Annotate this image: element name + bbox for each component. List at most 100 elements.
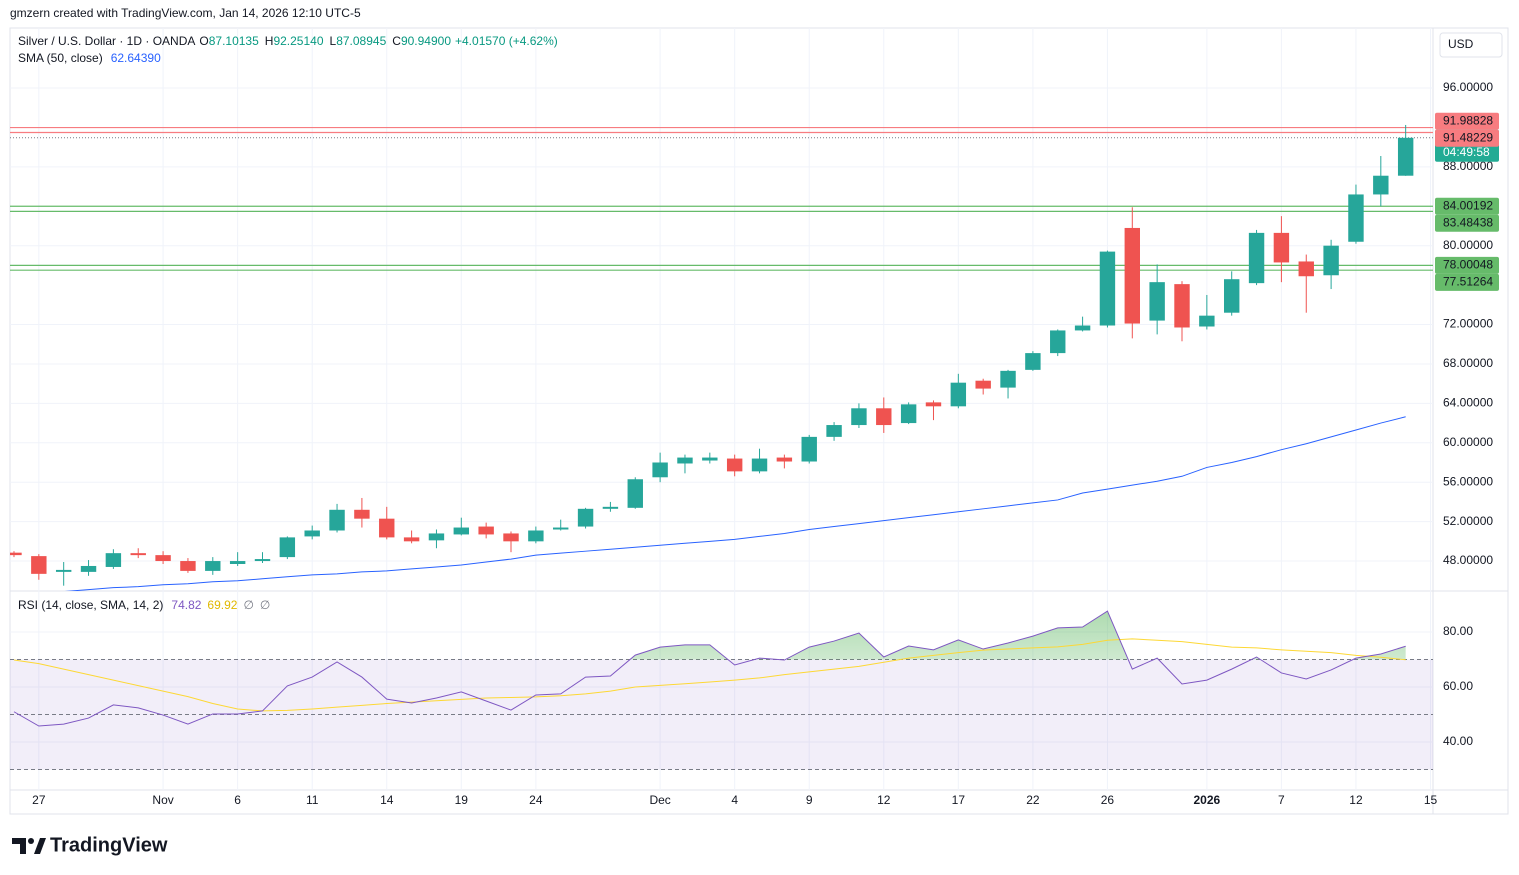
- symbol: Silver / U.S. Dollar · 1D · OANDA: [18, 34, 195, 48]
- x-tick-label: 19: [455, 793, 469, 807]
- x-tick-label: Dec: [649, 793, 670, 807]
- rsi-pane: [10, 610, 1433, 771]
- candle-body: [950, 382, 967, 407]
- candle-body: [751, 458, 768, 472]
- h-letter: H: [265, 34, 274, 48]
- logo: TradingView: [12, 834, 168, 856]
- y-tick-label: 72.00000: [1443, 317, 1493, 331]
- x-tick-label: 27: [32, 793, 46, 807]
- candle-body: [553, 527, 569, 530]
- o-letter: O: [199, 34, 208, 48]
- candle-body: [379, 518, 395, 538]
- candle-body: [702, 457, 718, 461]
- sma-value: 62.64390: [111, 51, 161, 65]
- rsi-line: [13, 610, 1406, 727]
- x-tick-label: 17: [952, 793, 966, 807]
- price-line-box: [1435, 214, 1499, 232]
- logo-mark: [28, 838, 34, 844]
- x-tick-label: 12: [1349, 793, 1363, 807]
- x-tick-label: 26: [1101, 793, 1115, 807]
- price-pane: [10, 124, 1433, 591]
- price-line-box: [1435, 273, 1499, 291]
- candle-body: [254, 559, 271, 562]
- rsi-tick-label: 80.00: [1443, 624, 1473, 638]
- candle-body: [279, 537, 296, 558]
- candle-body: [453, 527, 470, 535]
- price-line-box: [1435, 197, 1499, 215]
- candle-body: [900, 404, 917, 424]
- candle-body: [1099, 251, 1116, 326]
- candle-body: [1174, 284, 1190, 328]
- candle-body: [726, 458, 743, 472]
- candle-body: [428, 533, 445, 541]
- brand: TradingView: [50, 834, 168, 856]
- candle-body: [1050, 330, 1066, 354]
- y-tick-label: 68.00000: [1443, 356, 1493, 370]
- frame: [9, 27, 1509, 815]
- rsi-value: 74.82: [171, 598, 201, 612]
- candle-body: [1000, 370, 1016, 388]
- candle-body: [1323, 245, 1339, 276]
- currency-button[interactable]: [1439, 32, 1503, 58]
- y-tick-label: 80.00000: [1443, 238, 1493, 252]
- h-value: 92.25140: [273, 34, 323, 48]
- rsi-extra: ∅: [260, 598, 270, 612]
- currency[interactable]: USD: [1448, 37, 1474, 51]
- candle-body: [826, 425, 842, 437]
- rsi-tick-label: 60.00: [1443, 679, 1473, 693]
- price-line-label: 91.48229: [1443, 130, 1493, 144]
- candle-body: [925, 402, 942, 407]
- candle-body: [851, 408, 867, 426]
- candle-body: [1348, 194, 1364, 242]
- candle-body: [403, 537, 420, 542]
- candle-body: [354, 509, 370, 519]
- rsi-ma-line: [13, 638, 1406, 712]
- y-tick-label: 64.00000: [1443, 396, 1493, 410]
- candle-body: [1397, 137, 1414, 176]
- candle-body: [31, 556, 47, 574]
- c-value: 90.94900: [401, 34, 451, 48]
- candle-body: [1248, 232, 1265, 284]
- candle-body: [577, 508, 594, 527]
- rsi-overbought-fill: [630, 611, 1406, 660]
- price-line-label: 84.00192: [1443, 198, 1493, 212]
- x-tick-label: Nov: [152, 793, 173, 807]
- rsi-tick-label: 40.00: [1443, 734, 1473, 748]
- candle-body: [1373, 175, 1389, 195]
- candle-body: [677, 457, 693, 464]
- price-line-box: [1435, 129, 1499, 147]
- candle-body: [1124, 227, 1141, 324]
- x-tick-label: 7: [1278, 793, 1285, 807]
- candle-body: [1298, 261, 1314, 277]
- candle-body: [528, 530, 544, 542]
- candle-body: [105, 553, 122, 567]
- candle-body: [1199, 315, 1215, 327]
- candle-body: [1025, 353, 1041, 370]
- candle-body: [55, 569, 72, 572]
- x-tick-label: 24: [529, 793, 543, 807]
- y-tick-label: 56.00000: [1443, 474, 1493, 488]
- y-tick-label: 88.00000: [1443, 159, 1493, 173]
- axes: 27 Nov 6 11 14 19 24 Dec 4 9 12 17 22 26 2026 7 12 15 96.0…: [32, 80, 1499, 807]
- price-line-label: 83.48438: [1443, 215, 1493, 229]
- x-tick-label: 4: [731, 793, 738, 807]
- x-tick-label: 11: [306, 793, 319, 807]
- candle-body: [180, 561, 196, 571]
- y-tick-label: 96.00000: [1443, 80, 1493, 94]
- legend-rsi: RSI (14, close, SMA, 14, 2) 74.82 69.92 ∅ ∅: [18, 598, 270, 612]
- l-value: 87.08945: [336, 34, 386, 48]
- legend-main: Silver / U.S. Dollar · 1D · OANDA O87.101…: [18, 34, 558, 48]
- change: +4.01570 (+4.62%): [455, 34, 558, 48]
- candle-body: [627, 479, 643, 508]
- rsi-extra: ∅: [243, 598, 253, 612]
- candle-body: [155, 555, 171, 562]
- candle-body: [1074, 325, 1091, 331]
- candle-body: [130, 553, 146, 556]
- price-line-label: 91.98828: [1443, 113, 1493, 127]
- header: gmzern created with TradingView.com, Jan…: [10, 6, 361, 20]
- candle-body: [478, 526, 494, 535]
- price-line-label: 78.00048: [1443, 258, 1493, 272]
- x-tick-label: 12: [877, 793, 891, 807]
